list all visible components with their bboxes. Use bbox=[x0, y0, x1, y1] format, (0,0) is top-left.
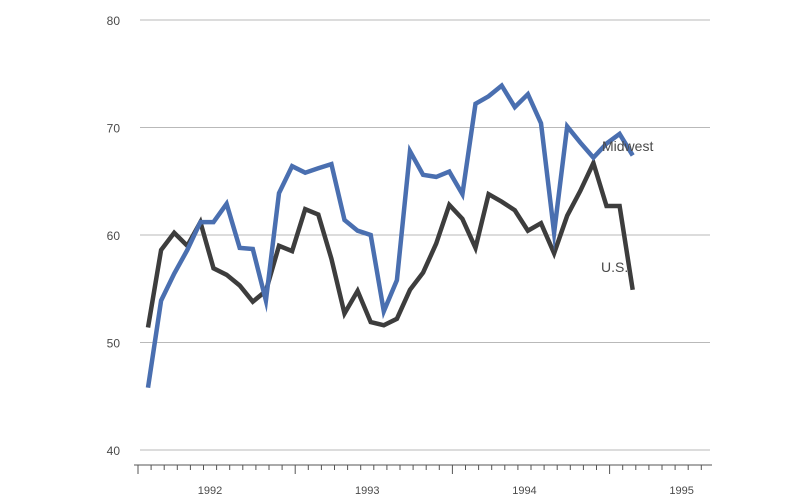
y-tick-label: 70 bbox=[107, 122, 121, 136]
series-labels: Midwest U.S. bbox=[601, 138, 653, 275]
x-tick-label: 1994 bbox=[512, 485, 536, 497]
y-axis-tick-labels: 40 50 60 70 80 bbox=[107, 14, 121, 458]
series-line-midwest bbox=[145, 82, 635, 389]
x-tick-label: 1992 bbox=[198, 485, 222, 497]
y-tick-label: 40 bbox=[107, 444, 121, 458]
series-label-us: U.S. bbox=[601, 259, 628, 275]
x-tick-label: 1995 bbox=[669, 485, 693, 497]
x-axis-tick-labels: 1992 1993 1994 1995 bbox=[198, 485, 694, 497]
x-tick-label: 1993 bbox=[355, 485, 379, 497]
y-tick-label: 80 bbox=[107, 14, 121, 28]
y-tick-label: 60 bbox=[107, 229, 121, 243]
series-lines bbox=[145, 82, 635, 389]
y-tick-label: 50 bbox=[107, 337, 121, 351]
series-label-midwest: Midwest bbox=[602, 138, 653, 154]
series-line-us bbox=[145, 156, 635, 328]
x-axis bbox=[134, 464, 712, 474]
